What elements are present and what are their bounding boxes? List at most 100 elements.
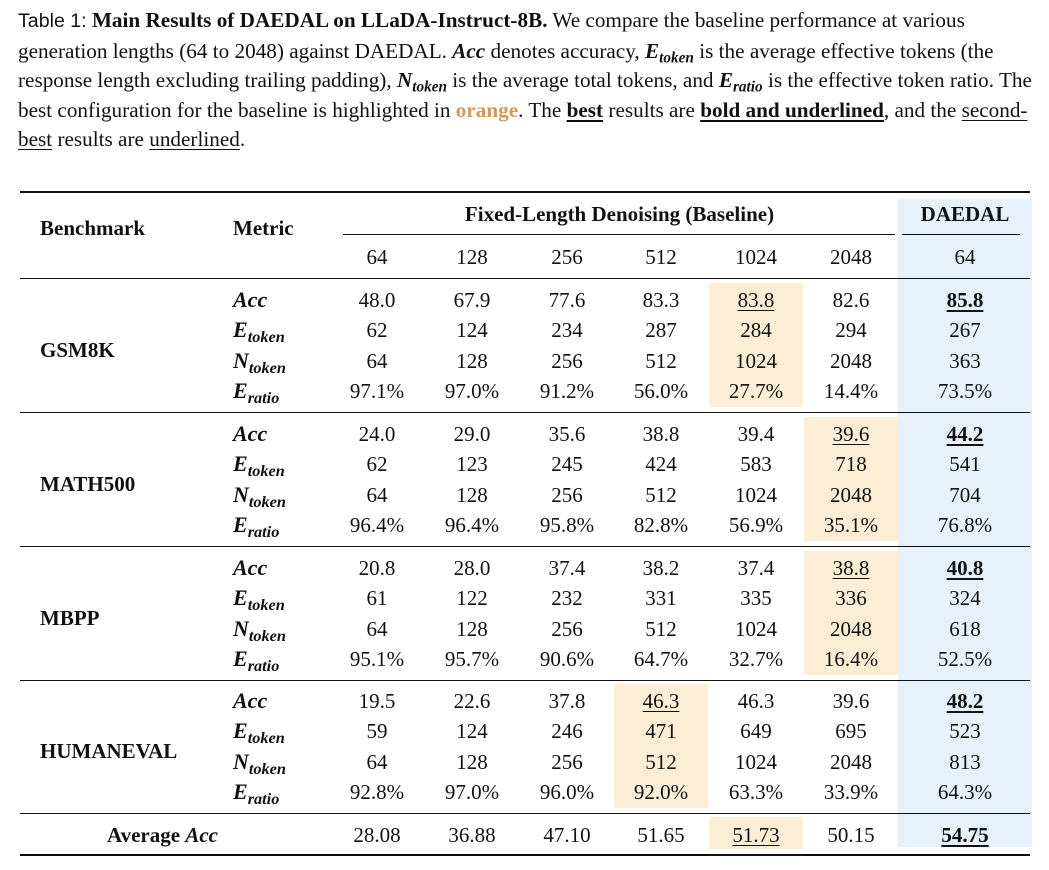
humaneval-bottom-rule (20, 813, 1030, 814)
header-length-256: 256 (551, 245, 583, 269)
mbpp-bottom-rule (20, 680, 1030, 681)
table-cell: 37.4 (737, 556, 775, 580)
table-cell: 124 (456, 318, 488, 342)
caption-acc: Acc (452, 38, 486, 63)
table-cell: 128 (456, 750, 488, 774)
metric-label: Acc (233, 421, 268, 446)
table-cell: 256 (551, 349, 583, 373)
table-cell: 62 (366, 452, 388, 476)
table-cell: 44.2 (946, 422, 984, 446)
table-cell: 284 (740, 318, 772, 342)
table-cell: 2048 (830, 349, 872, 373)
caption-text-5: is the effective token ratio. The best c… (18, 68, 1032, 122)
table-cell: 82.8% (633, 513, 689, 537)
caption-orange-word: orange (455, 97, 519, 122)
table-cell: 92.0% (633, 780, 689, 804)
daedal-column-highlight (898, 199, 1032, 847)
top-rule (20, 191, 1030, 193)
caption-text-1: We compare the baseline performance at v… (18, 8, 965, 63)
results-table: Benchmark Metric Fixed-Length Denoising … (20, 191, 1032, 856)
table-cell: 64 (366, 617, 388, 641)
metric-label: Etoken (233, 718, 285, 748)
header-length-2048: 2048 (830, 245, 872, 269)
table-cell: 46.3 (642, 689, 680, 713)
table-cell: 583 (740, 452, 772, 476)
table-cell: 1024 (735, 349, 777, 373)
table-cell: 124 (456, 719, 488, 743)
caption-ntoken: Ntoken (396, 68, 447, 96)
header-length-1024: 1024 (735, 245, 777, 269)
table-cell: 1024 (735, 483, 777, 507)
table-cell: 48.2 (946, 689, 984, 713)
table-cell: 512 (645, 750, 677, 774)
table-cell: 77.6 (548, 288, 586, 312)
table-cell: 19.5 (358, 689, 396, 713)
metric-label: Eratio (233, 779, 280, 809)
benchmark-name-mbpp: MBPP (40, 606, 100, 630)
caption-text-10: . (239, 127, 246, 151)
table-cell: 813 (949, 750, 981, 774)
baseline-best-highlight (709, 283, 803, 407)
table-cell: 62 (366, 318, 388, 342)
bottom-rule (20, 854, 1030, 856)
table-cell: 336 (835, 586, 867, 610)
table-cell: 2048 (830, 483, 872, 507)
table-cell: 91.2% (539, 379, 595, 403)
average-acc-label: Average Acc (107, 823, 218, 847)
table-cell: 234 (551, 318, 583, 342)
table-cell: 85.8 (946, 288, 984, 312)
caption-text-6: . The (518, 97, 567, 122)
baseline-group-rule (343, 234, 895, 235)
table-cell: 20.8 (358, 556, 396, 580)
table-cell: 123 (456, 452, 488, 476)
table-cell: 73.5% (937, 379, 993, 403)
table-cell: 128 (456, 617, 488, 641)
table-cell: 96.0% (539, 780, 595, 804)
table-cell: 64 (366, 483, 388, 507)
table-cell: 128 (456, 483, 488, 507)
table-cell: 523 (949, 719, 981, 743)
table-cell: 704 (949, 483, 981, 507)
table-cell: 424 (645, 452, 677, 476)
table-cell: 82.6 (832, 288, 870, 312)
average-cell: 47.10 (543, 823, 591, 847)
average-cell: 51.73 (732, 823, 780, 847)
caption-text-7: results are (603, 97, 701, 122)
metric-label: Ntoken (233, 749, 286, 779)
average-cell: 54.75 (941, 823, 989, 847)
header-baseline-group: Fixed-Length Denoising (Baseline) (464, 202, 775, 226)
table-cell: 95.8% (539, 513, 595, 537)
table-cell: 33.9% (823, 780, 879, 804)
header-bottom-rule (20, 278, 1030, 279)
header-daedal-length: 64 (954, 245, 976, 269)
benchmark-name-math500: MATH500 (40, 472, 136, 496)
table-cell: 471 (645, 719, 677, 743)
table-cell: 35.1% (823, 513, 879, 537)
gsm8k-bottom-rule (20, 412, 1030, 413)
table-cell: 32.7% (728, 647, 784, 671)
average-best-highlight (709, 817, 803, 849)
table-cell: 59 (366, 719, 388, 743)
table-caption: Table 1: Main Results of DAEDAL on LLaDA… (18, 6, 1038, 155)
caption-bold-underlined: bold and underlined (700, 97, 884, 122)
table-cell: 64.7% (633, 647, 689, 671)
table-cell: 14.4% (823, 379, 879, 403)
baseline-best-highlight (804, 551, 898, 675)
header-length-512: 512 (645, 245, 677, 269)
table-cell: 56.0% (633, 379, 689, 403)
table-cell: 331 (645, 586, 677, 610)
average-cell: 50.15 (827, 823, 875, 847)
table-cell: 95.7% (444, 647, 500, 671)
header-length-128: 128 (456, 245, 488, 269)
header-length-64: 64 (366, 245, 388, 269)
metric-label: Etoken (233, 317, 285, 347)
table-cell: 35.6 (548, 422, 586, 446)
table-cell: 52.5% (937, 647, 993, 671)
caption-title: Main Results of DAEDAL on LLaDA-Instruct… (91, 8, 548, 32)
table-cell: 618 (949, 617, 981, 641)
table-cell: 38.8 (832, 556, 870, 580)
table-cell: 512 (645, 349, 677, 373)
baseline-best-highlight (804, 417, 898, 541)
table-cell: 256 (551, 617, 583, 641)
table-cell: 40.8 (946, 556, 984, 580)
